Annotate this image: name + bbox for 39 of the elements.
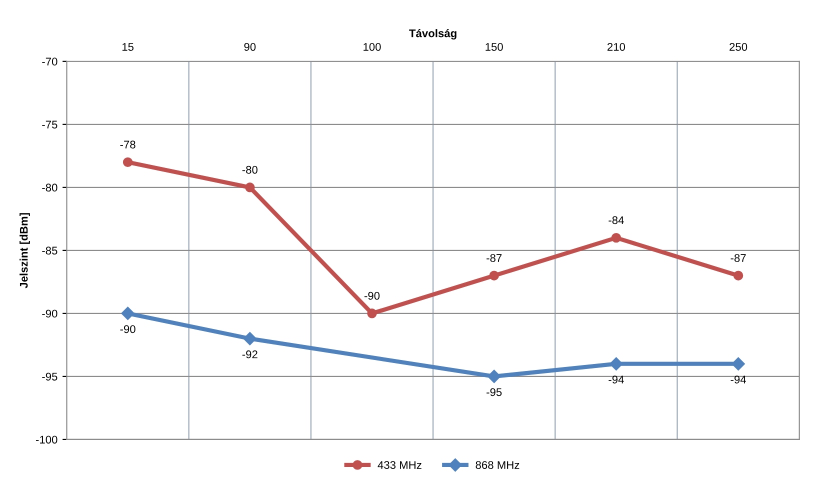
y-tick-label: -85: [42, 246, 58, 255]
y-tick-label: -90: [42, 310, 58, 318]
x-tick-label: 250: [730, 42, 748, 51]
point: [489, 270, 499, 280]
point: [732, 357, 745, 370]
x-tick-label: 100: [364, 42, 381, 51]
x-axis-title: Távolság: [409, 28, 456, 40]
point: [488, 370, 501, 384]
data-label: -95: [486, 388, 502, 396]
data-label: -87: [730, 254, 746, 262]
y-axis-title: Jelszint [dBm]: [20, 213, 30, 288]
point: [610, 357, 623, 370]
legend-label: 433 MHz: [378, 461, 422, 469]
y-tick-label: -80: [42, 184, 58, 192]
legend-label: 868 MHz: [476, 461, 520, 469]
data-label: -78: [120, 140, 136, 149]
y-tick-label: -75: [42, 120, 58, 129]
point: [611, 232, 622, 243]
data-label: -94: [730, 376, 746, 384]
x-tick-label: 90: [244, 42, 256, 51]
point: [121, 306, 134, 320]
x-tick-label: 210: [607, 42, 626, 51]
y-tick-label: -70: [42, 58, 58, 66]
x-tick-label: 15: [122, 43, 134, 51]
point: [243, 332, 256, 346]
y-tick-label: -100: [36, 436, 58, 444]
point: [122, 157, 133, 168]
data-label: -84: [608, 216, 624, 224]
y-tick-label: -95: [42, 372, 58, 381]
data-label: -90: [364, 292, 380, 300]
data-label: -94: [608, 376, 624, 384]
data-label: -92: [242, 350, 258, 358]
point: [733, 270, 744, 280]
point: [367, 308, 377, 318]
data-label: -90: [120, 325, 136, 334]
x-tick-label: 150: [486, 42, 503, 51]
point: [245, 182, 255, 192]
data-label: -87: [486, 254, 502, 262]
data-label: -80: [242, 166, 258, 174]
